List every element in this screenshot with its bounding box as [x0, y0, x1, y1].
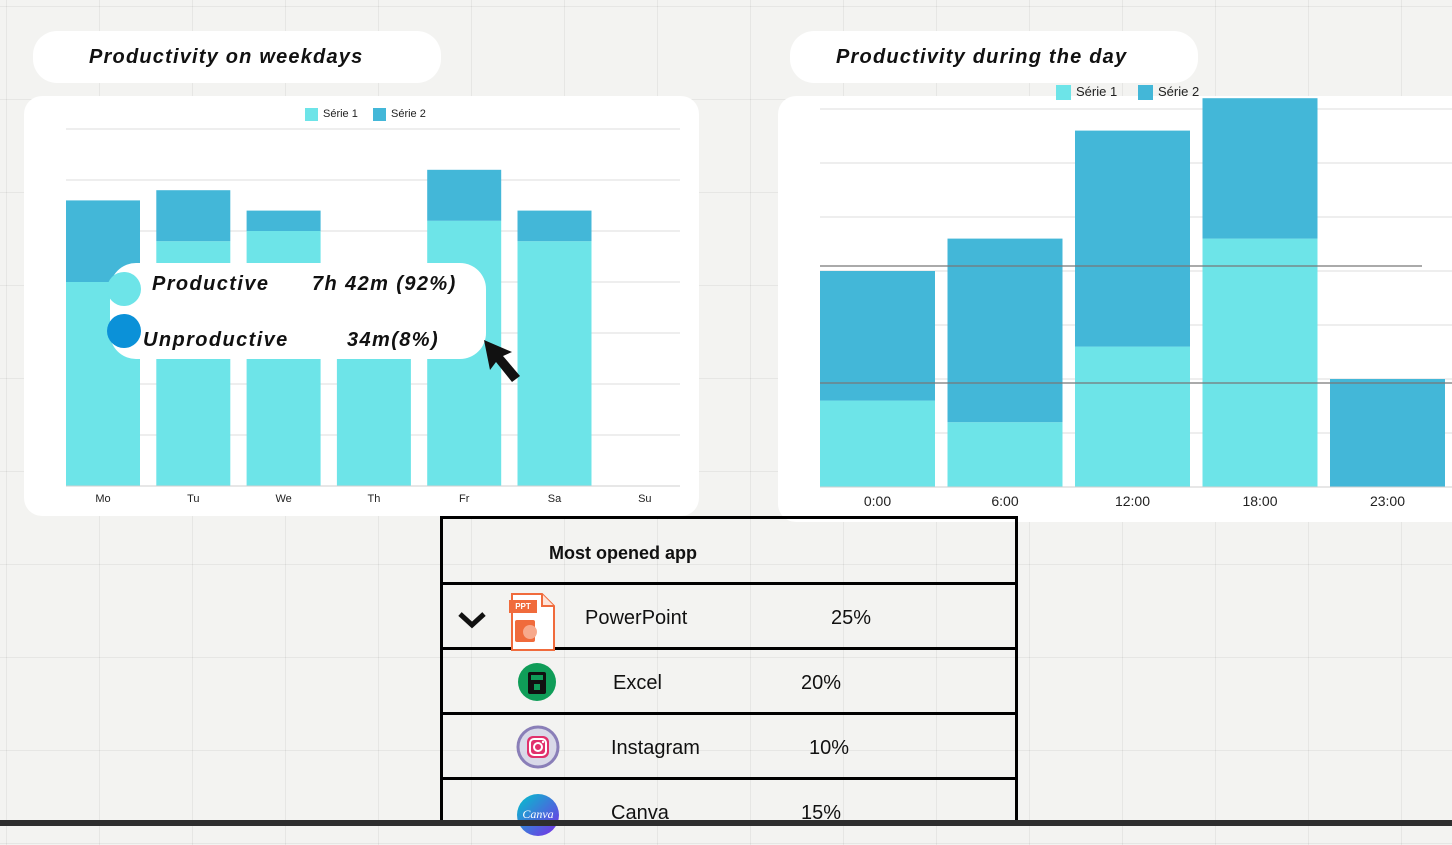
day-chart-legend-swatch-s-rie-2	[1138, 85, 1153, 100]
weekdays-chart-x-tick-fr: Fr	[459, 493, 470, 505]
weekdays-chart-legend-swatch-s-rie-1	[305, 108, 318, 121]
powerpoint-icon-label: PPT	[515, 602, 531, 611]
instagram-icon	[516, 725, 560, 769]
table-row-powerpoint[interactable]: PPT PowerPoint 25%	[443, 585, 1015, 652]
day-chart-legend-swatch-s-rie-1	[1056, 85, 1071, 100]
canva-icon: Canva	[517, 794, 559, 836]
table-header-label: Most opened app	[549, 543, 697, 563]
weekdays-chart-card: Mo Tu We Th Fr Sa Su Série 1 Série 2	[24, 96, 699, 516]
weekdays-chart-x-tick-sa: Sa	[548, 493, 562, 505]
productivity-tooltip: Productive 7h 42m (92%) Unproductive 34m…	[107, 263, 486, 359]
weekdays-chart-legend-label-s-rie-2: Série 2	[391, 108, 426, 120]
day-chart-bar-12-00-s-rie-1	[1075, 346, 1190, 487]
weekdays-chart-x-tick-tu: Tu	[187, 493, 199, 505]
unproductive-value: 34m(8%)	[347, 329, 440, 351]
app-name-excel: Excel	[613, 672, 662, 694]
day-chart-bar-0-00-s-rie-1	[820, 400, 935, 487]
weekdays-chart-bar-sa-s-rie-1	[517, 241, 592, 486]
weekdays-chart-legend-swatch-s-rie-2	[373, 108, 386, 121]
app-pct-powerpoint: 25%	[831, 607, 872, 629]
productive-value: 7h 42m (92%)	[312, 273, 457, 295]
app-pct-excel: 20%	[801, 672, 842, 694]
day-chart-legend-label-s-rie-1: Série 1	[1076, 84, 1117, 99]
app-pct-canva: 15%	[801, 802, 842, 824]
day-chart-bar-12-00-s-rie-2	[1075, 130, 1190, 347]
excel-icon	[518, 663, 556, 701]
day-chart-title: Productivity during the day	[790, 31, 1198, 83]
day-chart-x-tick-0-00: 0:00	[864, 493, 891, 509]
chevron-down-icon[interactable]	[457, 610, 487, 630]
most-opened-app-table: Most opened app PPT PowerPoint 25% Excel	[440, 516, 1018, 836]
unproductive-dot	[107, 314, 141, 348]
day-chart-bar-18-00-s-rie-2	[1202, 98, 1318, 239]
day-chart-bar-6-00-s-rie-2	[947, 238, 1063, 423]
day-chart-x-tick-12-00: 12:00	[1115, 493, 1150, 509]
weekdays-chart-x-tick-th: Th	[367, 493, 380, 505]
weekdays-chart-title: Productivity on weekdays	[33, 31, 441, 83]
app-name-canva: Canva	[611, 802, 669, 824]
table-row-excel[interactable]: Excel 20%	[443, 650, 1015, 715]
weekdays-chart-x-tick-su: Su	[638, 493, 651, 505]
powerpoint-icon: PPT	[509, 592, 557, 652]
table-row-instagram[interactable]: Instagram 10%	[443, 715, 1015, 780]
app-name-instagram: Instagram	[611, 737, 700, 759]
day-chart: 0:00 6:00 12:00 18:00 23:00 Série 1 Série 2	[820, 84, 1452, 509]
app-pct-instagram: 10%	[809, 737, 850, 759]
day-chart-bar-18-00-s-rie-1	[1202, 238, 1318, 487]
weekdays-chart-x-tick-we: We	[275, 493, 291, 505]
day-chart-x-tick-18-00: 18:00	[1242, 493, 1277, 509]
weekdays-chart-bar-sa-s-rie-2	[517, 210, 592, 242]
app-name-powerpoint: PowerPoint	[585, 607, 688, 629]
day-chart-bar-0-00-s-rie-2	[820, 271, 935, 401]
weekdays-chart-bar-fr-s-rie-2	[427, 169, 502, 221]
weekdays-chart-bar-we-s-rie-2	[246, 210, 321, 231]
table-header: Most opened app	[443, 519, 1015, 585]
table-row-canva[interactable]: Canva Canva 15%	[443, 780, 1015, 845]
weekdays-chart-x-tick-mo: Mo	[95, 493, 110, 505]
bottom-bar	[0, 820, 1452, 826]
day-chart-bar-6-00-s-rie-1	[947, 422, 1063, 487]
cursor-arrow-icon	[484, 340, 520, 382]
weekdays-chart-legend-label-s-rie-1: Série 1	[323, 108, 358, 120]
day-chart-x-tick-23-00: 23:00	[1370, 493, 1405, 509]
weekdays-chart-bar-tu-s-rie-2	[156, 190, 231, 242]
day-chart-x-tick-6-00: 6:00	[991, 493, 1018, 509]
canva-icon-label: Canva	[522, 807, 554, 821]
productive-dot	[107, 272, 141, 306]
unproductive-label: Unproductive	[143, 329, 289, 351]
day-chart-bar-23-00-s-rie-2	[1330, 379, 1445, 487]
productive-label: Productive	[152, 273, 270, 295]
day-chart-legend-label-s-rie-2: Série 2	[1158, 84, 1199, 99]
